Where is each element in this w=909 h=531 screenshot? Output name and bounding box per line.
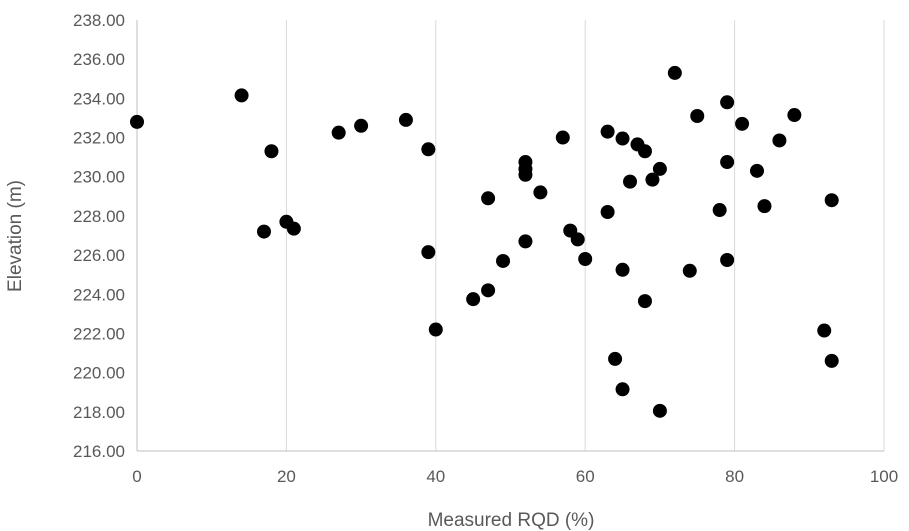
data-points (130, 65, 839, 418)
x-tick-label: 80 (725, 467, 744, 486)
data-point (578, 252, 593, 267)
data-point (757, 199, 772, 214)
data-point (234, 88, 249, 103)
data-point (720, 95, 735, 110)
x-axis-title: Measured RQD (%) (428, 510, 595, 531)
x-tick-label: 20 (277, 467, 296, 486)
data-point (286, 221, 301, 236)
y-tick-label: 228.00 (73, 207, 125, 226)
y-tick-label: 238.00 (73, 11, 125, 30)
y-tick-label: 232.00 (73, 129, 125, 148)
data-point (600, 124, 615, 139)
y-tick-label: 216.00 (73, 442, 125, 461)
data-point (481, 191, 496, 206)
data-point (421, 142, 436, 157)
y-tick-label: 234.00 (73, 89, 125, 108)
data-point (615, 131, 630, 146)
data-point (615, 262, 630, 277)
data-point (600, 204, 615, 219)
y-tick-label: 220.00 (73, 364, 125, 383)
data-point (570, 232, 585, 247)
data-point (637, 294, 652, 309)
data-point (428, 322, 443, 337)
data-point (466, 292, 481, 307)
x-tick-label: 100 (870, 467, 898, 486)
data-point (750, 163, 765, 178)
grid-lines (285, 20, 885, 451)
y-tick-label: 226.00 (73, 246, 125, 265)
y-tick-label: 230.00 (73, 168, 125, 187)
data-point (817, 323, 832, 338)
data-point (772, 133, 787, 148)
data-point (518, 167, 533, 182)
x-tick-label: 0 (132, 467, 141, 486)
data-point (720, 252, 735, 267)
x-tick-label: 60 (576, 467, 595, 486)
data-point (652, 403, 667, 418)
data-point (652, 161, 667, 176)
data-point (354, 118, 369, 133)
data-point (533, 185, 548, 200)
data-point (518, 234, 533, 249)
y-tick-label: 236.00 (73, 50, 125, 69)
data-point (712, 203, 727, 218)
data-point (735, 116, 750, 131)
data-point (555, 130, 570, 145)
data-point (667, 65, 682, 80)
data-point (720, 155, 735, 170)
y-tick-label: 224.00 (73, 285, 125, 304)
y-axis-title: Elevation (m) (5, 180, 26, 292)
data-point (645, 172, 660, 187)
data-point (787, 108, 802, 123)
data-point (256, 224, 271, 239)
axes (136, 20, 884, 452)
data-point (608, 351, 623, 366)
data-point (481, 283, 496, 298)
data-point (623, 174, 638, 189)
data-point (637, 144, 652, 159)
data-point (130, 114, 144, 129)
y-tick-label: 222.00 (73, 324, 125, 343)
y-tick-labels: 216.00 218.00 220.00 222.00 224.00 226.00 228.… (73, 11, 125, 461)
data-point (615, 382, 630, 397)
data-point (398, 112, 413, 127)
data-point (331, 125, 346, 140)
data-point (264, 144, 279, 159)
data-point (824, 353, 839, 368)
data-point (682, 263, 697, 278)
y-tick-label: 218.00 (73, 403, 125, 422)
data-point (496, 253, 511, 268)
data-point (421, 245, 436, 260)
x-tick-labels: 0 20 40 60 80 100 (132, 467, 898, 486)
data-point (690, 108, 705, 123)
x-tick-label: 40 (426, 467, 445, 486)
data-point (824, 193, 839, 208)
